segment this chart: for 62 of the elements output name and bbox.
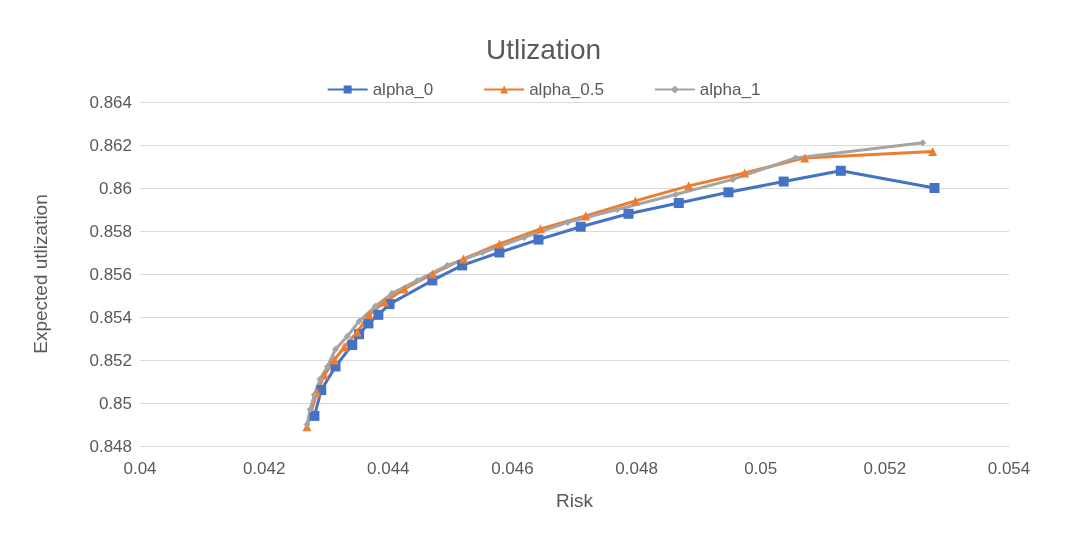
point [343, 332, 351, 340]
point [791, 154, 799, 162]
point [723, 187, 734, 198]
point [494, 247, 505, 258]
point [347, 339, 358, 350]
y-axis-title: Expected utlization [30, 194, 51, 354]
point [399, 284, 409, 294]
legend-label: alpha_0.5 [529, 80, 604, 99]
legend-label: alpha_1 [699, 80, 761, 99]
x-axis-title: Risk [556, 490, 594, 511]
point [364, 310, 374, 320]
point [778, 176, 789, 187]
point [316, 375, 324, 383]
point [339, 342, 349, 352]
point [729, 175, 737, 183]
y-tick-label: 0.864 [89, 92, 132, 112]
point [613, 206, 621, 213]
point [309, 410, 320, 421]
point [306, 405, 314, 413]
x-tick-label: 0.05 [744, 459, 778, 478]
y-tick-label: 0.848 [89, 436, 132, 456]
point [310, 390, 318, 398]
x-tick-label: 0.046 [491, 459, 534, 478]
point [332, 345, 340, 353]
point [479, 249, 487, 256]
point [929, 183, 940, 193]
point [533, 234, 544, 245]
point [443, 261, 451, 269]
x-tick-label: 0.048 [615, 459, 658, 478]
point [564, 218, 572, 226]
point [413, 276, 421, 284]
point [623, 208, 634, 219]
y-tick-label: 0.858 [89, 221, 132, 241]
point [427, 269, 437, 279]
point [373, 309, 384, 320]
x-tick-label: 0.04 [123, 459, 157, 478]
legend-label: alpha_0 [372, 80, 434, 99]
point [388, 289, 396, 297]
y-tick-label: 0.862 [89, 135, 132, 155]
y-tick-label: 0.854 [89, 307, 132, 327]
x-tick-label: 0.042 [242, 459, 286, 478]
point [575, 221, 586, 232]
x-tick-label: 0.044 [367, 459, 410, 478]
chart-title: Utlization [485, 33, 602, 65]
x-tick-label: 0.054 [987, 459, 1031, 478]
x-tick-label: 0.052 [863, 459, 907, 478]
point [323, 362, 331, 370]
point [363, 318, 374, 329]
point [329, 355, 339, 365]
point [303, 421, 311, 428]
point [835, 165, 846, 176]
y-tick-label: 0.852 [89, 350, 132, 370]
y-tick-label: 0.856 [89, 264, 132, 284]
point [355, 317, 363, 325]
point [928, 146, 938, 156]
point [672, 190, 680, 198]
point [371, 302, 379, 310]
point [520, 233, 528, 241]
y-tick-label: 0.86 [98, 178, 132, 198]
point [673, 198, 684, 209]
y-tick-label: 0.85 [98, 393, 132, 413]
point [919, 139, 927, 147]
